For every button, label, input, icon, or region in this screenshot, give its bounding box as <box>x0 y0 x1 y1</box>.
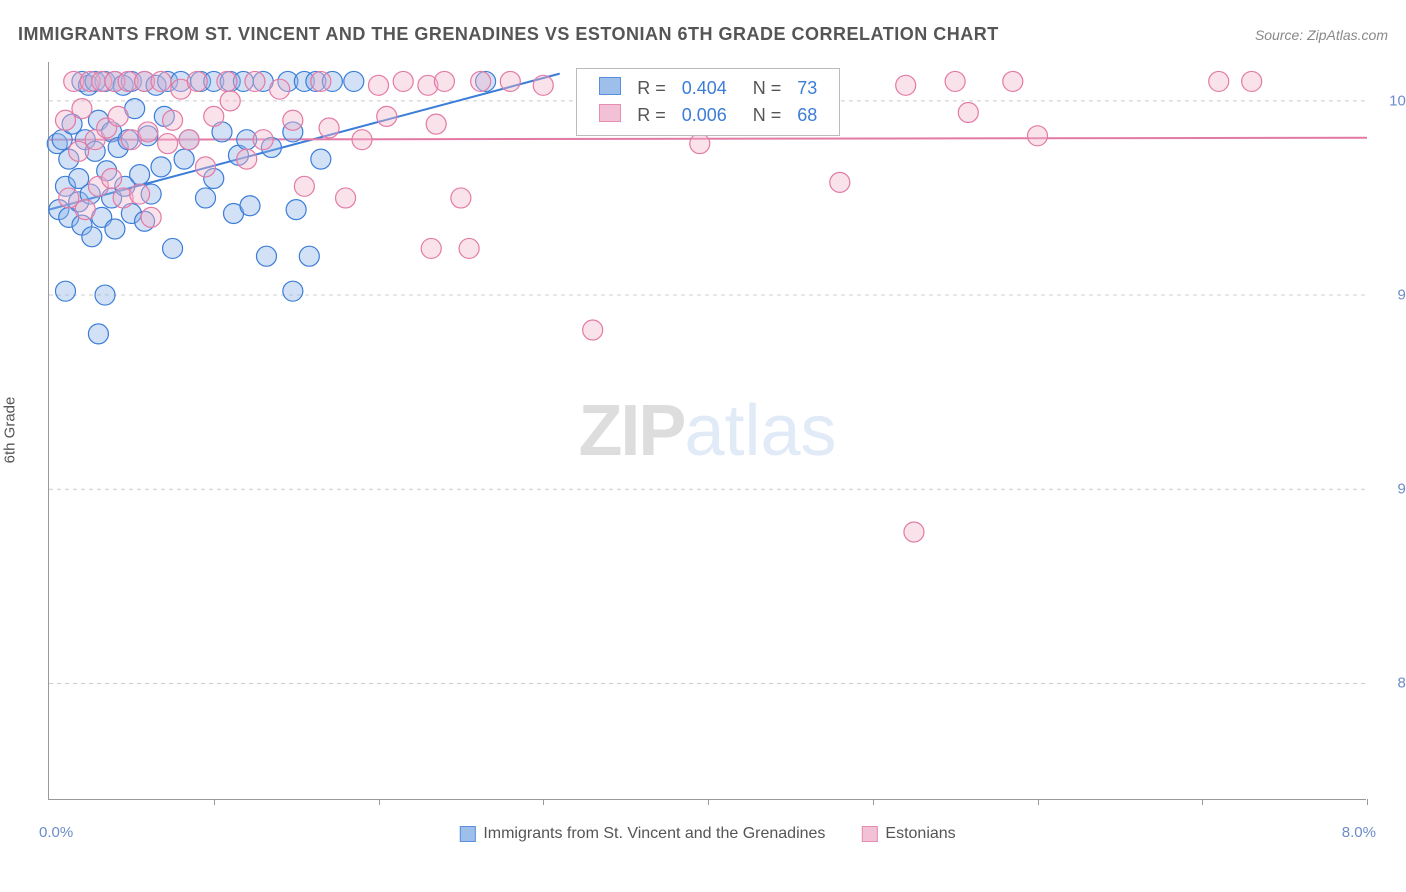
y-tick-label: 95.0% <box>1372 287 1406 304</box>
legend-swatch-est <box>861 826 877 842</box>
bottom-legend: Immigrants from St. Vincent and the Gren… <box>459 825 955 843</box>
x-axis-max-label: 8.0% <box>1342 824 1376 841</box>
y-axis-label: 6th Grade <box>2 397 19 464</box>
x-tick <box>1367 799 1368 805</box>
legend-swatch-svg <box>459 826 475 842</box>
source-label: Source: ZipAtlas.com <box>1255 27 1388 43</box>
stats-n-value-est: 68 <box>789 102 825 129</box>
x-axis-min-label: 0.0% <box>39 824 73 841</box>
stats-row-svg: R = 0.404 N = 73 <box>591 75 825 102</box>
correlation-stats-box: R = 0.404 N = 73 R = 0.006 N = 68 <box>576 68 840 136</box>
chart-plot-area: ZIPatlas 85.0%90.0%95.0%100.0% 0.0% 8.0%… <box>48 62 1366 800</box>
x-tick <box>214 799 215 805</box>
stats-r-value-est: 0.006 <box>674 102 735 129</box>
stats-swatch-svg <box>599 77 621 95</box>
y-tick-label: 100.0% <box>1372 92 1406 109</box>
stats-n-label-svg: N = <box>735 75 790 102</box>
x-tick <box>708 799 709 805</box>
stats-r-label-svg: R = <box>629 75 674 102</box>
stats-row-est: R = 0.006 N = 68 <box>591 102 825 129</box>
chart-title: IMMIGRANTS FROM ST. VINCENT AND THE GREN… <box>18 24 999 45</box>
x-tick <box>1038 799 1039 805</box>
y-tick-label: 90.0% <box>1372 481 1406 498</box>
x-tick <box>1202 799 1203 805</box>
legend-item-est: Estonians <box>861 825 955 843</box>
scatter-svg <box>49 62 1366 799</box>
stats-r-label-est: R = <box>629 102 674 129</box>
stats-n-label-est: N = <box>735 102 790 129</box>
y-tick-label: 85.0% <box>1372 675 1406 692</box>
x-tick <box>379 799 380 805</box>
x-tick <box>873 799 874 805</box>
stats-r-value-svg: 0.404 <box>674 75 735 102</box>
stats-swatch-est <box>599 104 621 122</box>
stats-n-value-svg: 73 <box>789 75 825 102</box>
legend-label-est: Estonians <box>885 825 955 843</box>
legend-label-svg: Immigrants from St. Vincent and the Gren… <box>483 825 825 843</box>
x-tick <box>543 799 544 805</box>
legend-item-svg: Immigrants from St. Vincent and the Gren… <box>459 825 825 843</box>
